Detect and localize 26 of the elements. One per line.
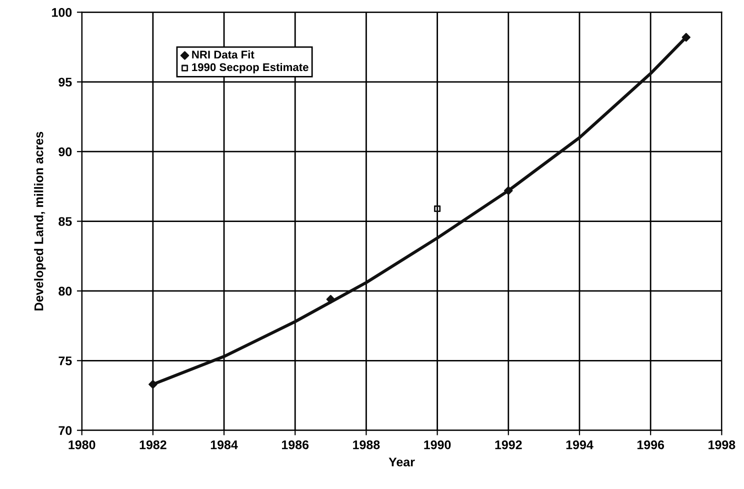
x-tick-label: 1980: [68, 440, 96, 450]
x-tick-label: 1988: [353, 440, 380, 450]
x-tick-label: 1990: [424, 440, 451, 450]
x-tick-label: 1994: [566, 440, 594, 450]
y-tick-label: 90: [58, 147, 72, 156]
point: [326, 294, 336, 304]
point: [682, 32, 691, 42]
x-tick-label: 1986: [282, 440, 309, 450]
y-tick-label: 75: [58, 356, 72, 366]
legend-label: NRI Data Fit: [192, 50, 254, 59]
x-axis-title: Year: [388, 458, 415, 466]
legend-label: 1990 Secpop Estimate: [192, 62, 308, 74]
x-tick-label: 1984: [210, 440, 238, 450]
x-tick-label: 1982: [140, 440, 166, 450]
point: [148, 380, 158, 389]
x-tick-label: 1998: [708, 440, 736, 450]
y-tick-label: 95: [58, 78, 72, 87]
x-tick-label: 1996: [637, 440, 664, 450]
point: [504, 186, 513, 195]
y-axis-title: Developed Land, million acres: [34, 132, 46, 310]
point: [434, 205, 441, 212]
x-tick-label: 1992: [495, 440, 522, 450]
y-tick-label: 100: [52, 8, 72, 17]
y-tick-label: 70: [58, 426, 72, 435]
y-tick-label: 80: [58, 286, 72, 296]
y-tick-label: 85: [58, 217, 72, 226]
